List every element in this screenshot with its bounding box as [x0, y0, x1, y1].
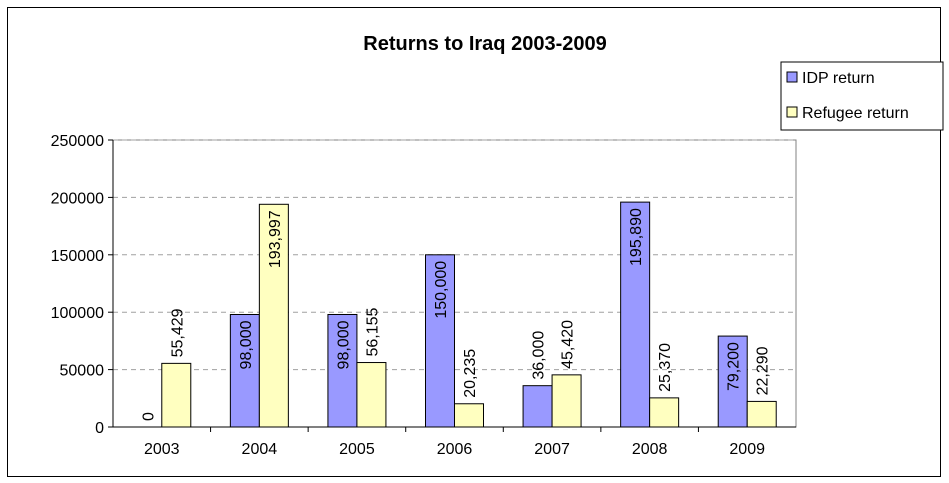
data-label: 22,290: [755, 346, 772, 395]
data-label: 36,000: [531, 331, 548, 380]
data-label: 55,429: [169, 308, 186, 357]
data-label: 25,370: [657, 343, 674, 392]
x-tick-label: 2005: [339, 441, 375, 458]
data-labels: 0 55,429 98,000 193,997 98,000 56,155 150,000 2…: [140, 208, 771, 421]
bar-idp: [717, 335, 748, 428]
bar-refugee: [551, 374, 582, 428]
y-tick-label: 100000: [51, 305, 104, 322]
bar-idp: [522, 385, 553, 428]
y-tick-label: 250000: [51, 133, 104, 150]
data-label: 98,000: [335, 320, 352, 369]
data-label: 56,155: [364, 307, 381, 356]
gridlines: [113, 139, 796, 371]
y-tick-label: 200000: [51, 190, 104, 207]
data-label: 193,997: [267, 210, 284, 268]
data-label: 195,890: [628, 208, 645, 266]
bar-refugee: [258, 203, 289, 428]
data-label: 20,235: [462, 349, 479, 398]
bar-refugee: [161, 362, 192, 428]
legend: IDP return Refugee return: [780, 61, 944, 131]
bar-idp: [327, 313, 358, 428]
legend-swatch-refugee: [786, 106, 798, 118]
legend-label-refugee: Refugee return: [802, 105, 909, 122]
x-tick-label: 2007: [534, 441, 570, 458]
x-tick-label: 2008: [632, 441, 668, 458]
data-label: 98,000: [238, 320, 255, 369]
data-label: 150,000: [433, 261, 450, 319]
bars: [161, 201, 777, 428]
y-tick-label: 0: [95, 420, 104, 437]
data-label: 45,420: [560, 320, 577, 369]
legend-box: [780, 61, 944, 131]
data-label: 79,200: [726, 342, 743, 391]
y-tick-label: 150000: [51, 248, 104, 265]
x-tick-label: 2009: [729, 441, 765, 458]
chart-title: Returns to Iraq 2003-2009: [363, 33, 606, 55]
x-tick-label: 2004: [242, 441, 278, 458]
legend-label-idp: IDP return: [802, 70, 875, 87]
x-tick-label: 2003: [144, 441, 180, 458]
bar-refugee: [454, 403, 484, 428]
data-label: 0: [140, 412, 157, 421]
bar-idp: [425, 254, 455, 428]
axes: 0 50000 100000 150000 200000 250000 2003 2004 20…: [51, 133, 796, 458]
bar-refugee: [746, 400, 777, 428]
bar-refugee: [356, 362, 387, 428]
bar-refugee: [649, 397, 680, 428]
x-tick-label: 2006: [437, 441, 473, 458]
legend-swatch-idp: [786, 71, 798, 83]
y-tick-label: 50000: [60, 363, 105, 380]
